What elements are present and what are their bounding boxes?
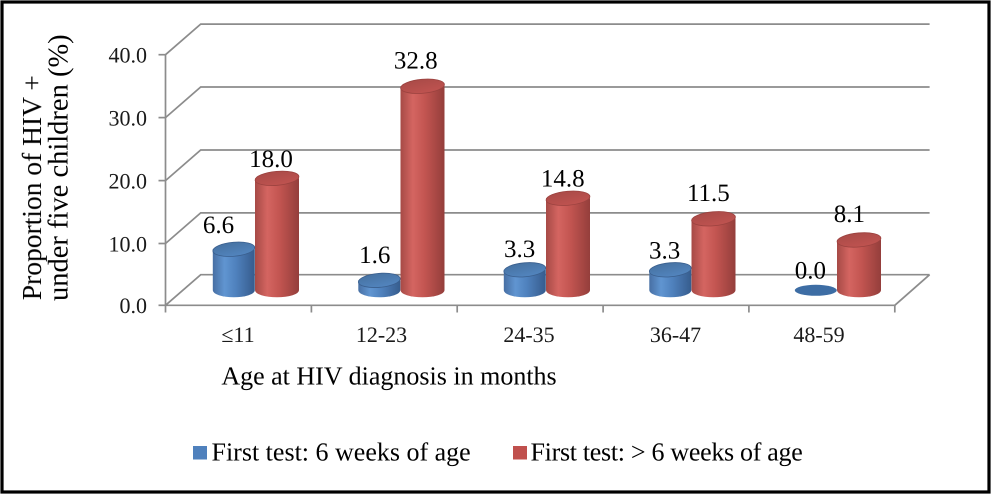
svg-text:10.0: 10.0 <box>109 231 148 256</box>
svg-text:Age at HIV diagnosis in months: Age at HIV diagnosis in months <box>221 362 556 391</box>
svg-text:14.8: 14.8 <box>541 166 585 193</box>
svg-text:Proportion of HIV +: Proportion of HIV + <box>16 75 47 300</box>
svg-text:6.6: 6.6 <box>203 212 234 239</box>
svg-text:8.1: 8.1 <box>834 201 865 228</box>
svg-text:3.3: 3.3 <box>649 238 680 265</box>
svg-text:under five children (%): under five children (%) <box>44 34 75 301</box>
svg-text:First test: 6 weeks of age: First test: 6 weeks of age <box>212 437 471 466</box>
svg-text:0.0: 0.0 <box>795 257 826 284</box>
svg-text:3.3: 3.3 <box>504 236 535 263</box>
svg-text:48-59: 48-59 <box>793 322 844 347</box>
svg-text:24-35: 24-35 <box>503 322 554 347</box>
svg-text:18.0: 18.0 <box>249 146 293 173</box>
svg-text:32.8: 32.8 <box>394 48 438 75</box>
svg-text:0.0: 0.0 <box>120 293 148 318</box>
svg-text:1.6: 1.6 <box>359 242 390 269</box>
svg-text:≤11: ≤11 <box>221 322 254 347</box>
svg-text:36-47: 36-47 <box>650 322 701 347</box>
svg-text:12-23: 12-23 <box>356 322 407 347</box>
svg-text:11.5: 11.5 <box>687 180 730 207</box>
svg-text:40.0: 40.0 <box>109 43 148 68</box>
svg-text:First test: > 6 weeks of age: First test: > 6 weeks of age <box>531 437 803 466</box>
svg-text:20.0: 20.0 <box>109 168 148 193</box>
svg-text:30.0: 30.0 <box>109 105 148 130</box>
